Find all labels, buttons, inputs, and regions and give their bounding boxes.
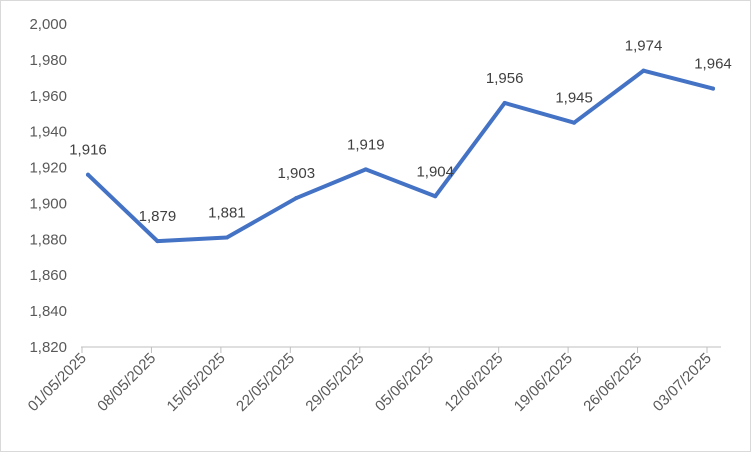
x-tick-label: 15/05/2025 [164,350,229,415]
data-point [294,196,299,201]
y-tick-label: 1,820 [29,339,67,356]
data-point [86,172,90,177]
data-label: 1,945 [555,90,593,107]
y-tick-label: 1,920 [29,160,67,177]
data-label: 1,919 [347,136,385,153]
y-tick-label: 1,960 [29,88,67,105]
y-tick-label: 1,940 [29,124,67,141]
x-tick-label: 22/05/2025 [233,350,298,415]
data-label: 1,903 [278,165,316,182]
y-tick-label: 1,880 [29,231,67,248]
x-tick-label: 12/06/2025 [441,350,506,415]
y-tick-label: 1,860 [29,267,67,284]
x-tick-label: 03/07/2025 [650,350,715,415]
data-points [86,68,715,244]
x-tick-label: 05/06/2025 [372,350,437,415]
data-label: 1,964 [694,56,732,73]
data-point [711,86,715,91]
data-point [433,194,438,199]
x-tick-label: 19/06/2025 [511,350,576,415]
x-tick-label: 08/05/2025 [94,350,159,415]
data-point [641,68,646,73]
data-label: 1,904 [416,163,454,180]
data-label: 1,916 [69,142,107,159]
series-line [86,68,715,244]
y-tick-label: 1,840 [29,303,67,320]
x-tick-label: 29/05/2025 [302,350,367,415]
data-label: 1,879 [139,208,177,225]
y-axis: 1,820 1,840 1,860 1,880 1,900 1,920 1,940 1,960… [29,16,67,356]
data-labels: 1,916 1,879 1,881 1,903 1,919 1,904 1,956 1,945… [69,38,732,225]
x-tick-label: 01/05/2025 [25,350,90,415]
data-label: 1,881 [208,205,246,222]
x-axis: 01/05/2025 08/05/2025 15/05/2025 22/05/2025… [25,347,715,415]
data-point [224,235,229,240]
y-tick-label: 1,900 [29,195,67,212]
data-point [155,239,160,244]
data-label: 1,956 [486,70,524,87]
data-point [502,100,507,105]
y-tick-label: 2,000 [29,16,67,33]
y-tick-label: 1,980 [29,52,67,69]
data-label: 1,974 [625,38,663,55]
data-point [363,167,368,172]
x-tick-label: 26/06/2025 [580,350,645,415]
data-point [572,120,577,125]
